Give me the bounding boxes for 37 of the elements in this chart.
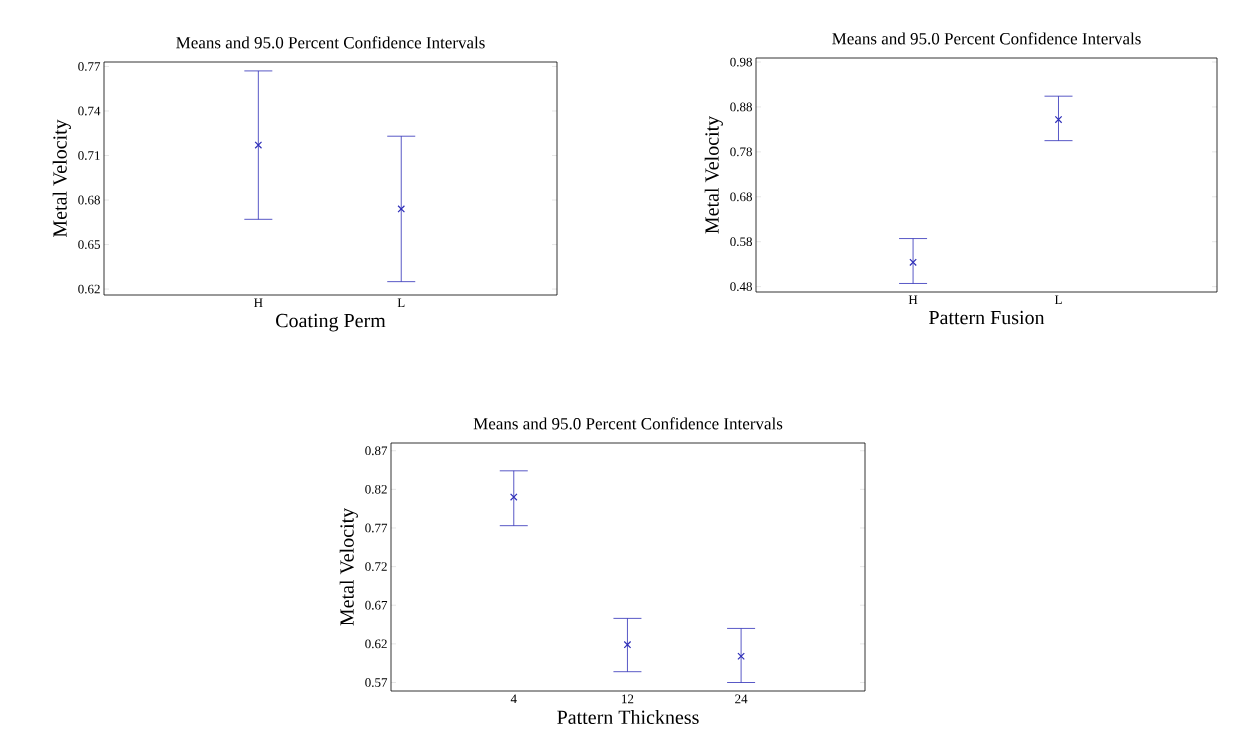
chart-title: Means and 95.0 Percent Confidence Intervals [832, 32, 1141, 45]
y-tick-label: 0.88 [730, 102, 752, 112]
y-tick-label: 0.82 [365, 484, 387, 494]
x-tick-label: L [397, 298, 405, 308]
y-tick-label: 0.62 [365, 639, 387, 649]
y-tick-label: 0.78 [730, 147, 752, 157]
x-tick-label: H [908, 295, 918, 305]
y-axis-title: Metal Velocity [339, 507, 358, 626]
y-tick-label: 0.87 [365, 446, 388, 456]
y-tick-label: 0.98 [730, 57, 752, 67]
y-axis-title: Metal Velocity [704, 115, 723, 234]
x-tick-label: 24 [735, 694, 748, 704]
y-tick-label: 0.71 [78, 151, 100, 160]
x-tick-label: 4 [510, 694, 517, 704]
chart-title: Means and 95.0 Percent Confidence Intervals [176, 36, 485, 49]
y-tick-label: 0.48 [730, 282, 752, 292]
y-tick-label: 0.58 [730, 237, 752, 247]
y-tick-label: 0.77 [365, 523, 388, 533]
y-tick-label: 0.67 [365, 600, 388, 610]
y-tick-label: 0.68 [78, 195, 100, 205]
x-axis-title: Pattern Thickness [557, 709, 699, 725]
x-axis-title: Coating Perm [276, 313, 386, 332]
x-tick-label: 12 [622, 694, 634, 704]
y-tick-label: 0.74 [78, 106, 101, 116]
x-tick-label: H [254, 298, 263, 308]
y-axis-title: Metal Velocity [52, 119, 71, 238]
point [509, 493, 518, 501]
y-tick-label: 0.72 [365, 562, 387, 572]
y-tick-label: 0.62 [78, 284, 100, 294]
x-tick-label: L [1054, 295, 1062, 305]
y-tick-label: 0.57 [365, 678, 388, 687]
point [737, 652, 745, 661]
y-tick-label: 0.68 [730, 192, 752, 202]
chart-title: Means and 95.0 Percent Confidence Intervals [473, 417, 783, 430]
y-tick-label: 0.77 [78, 62, 101, 71]
x-axis-title: Pattern Fusion [929, 310, 1045, 325]
y-tick-label: 0.65 [78, 240, 100, 249]
